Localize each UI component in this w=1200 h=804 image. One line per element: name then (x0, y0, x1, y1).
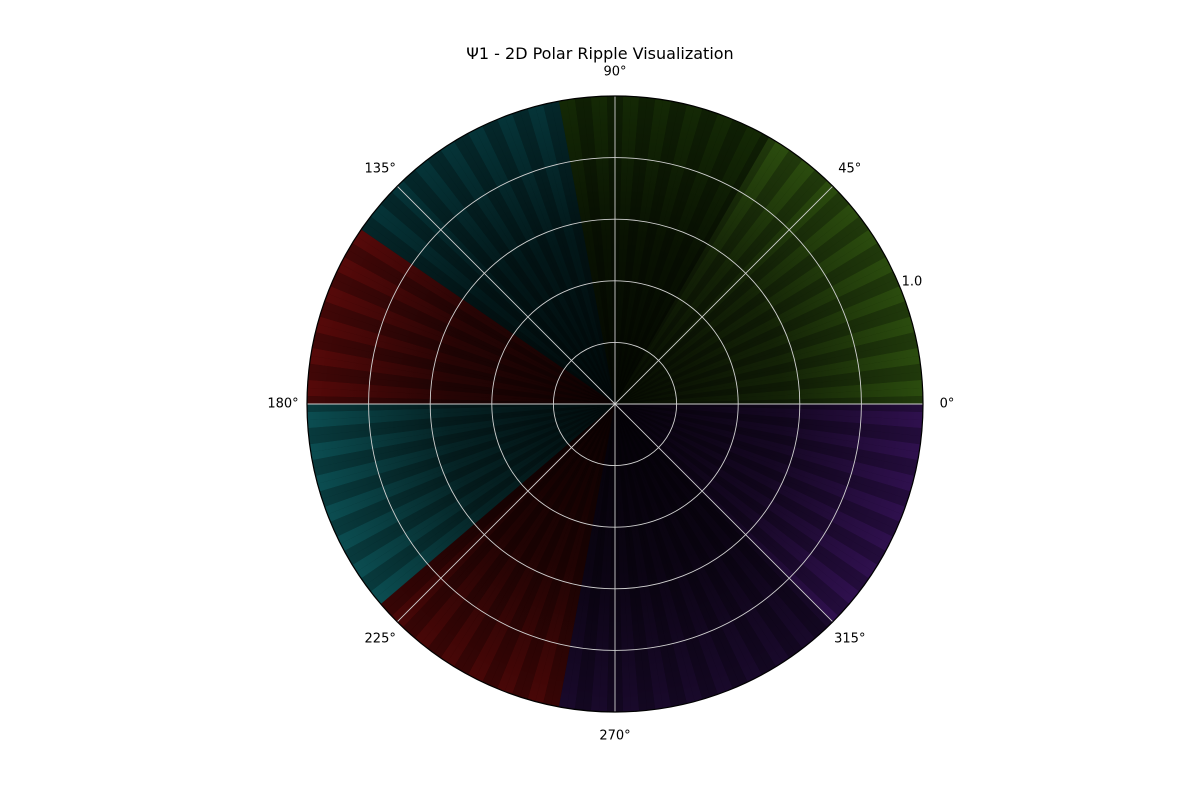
angular-gridline (396, 403, 616, 623)
angular-tick-label: 315° (834, 631, 865, 646)
chart-title: Ψ1 - 2D Polar Ripple Visualization (466, 44, 734, 63)
angular-gridline (614, 185, 834, 405)
radial-tick-label: 1.0 (902, 275, 923, 290)
angular-tick-label: 225° (365, 631, 396, 646)
angular-gridline (396, 185, 616, 405)
angular-tick-label: 270° (599, 729, 630, 744)
angular-tick-label: 90° (603, 65, 626, 80)
tick-labels: 0° 45° 90° 135° 180° 225° 270° 315° 1.0 (267, 65, 954, 744)
polar-frame (306, 95, 924, 713)
angular-tick-label: 0° (940, 397, 955, 412)
angular-tick-label: 135° (365, 162, 396, 177)
grid-layer (307, 96, 923, 712)
angular-tick-label: 180° (267, 397, 298, 412)
angular-tick-label: 45° (838, 162, 861, 177)
angular-gridline (614, 403, 834, 623)
